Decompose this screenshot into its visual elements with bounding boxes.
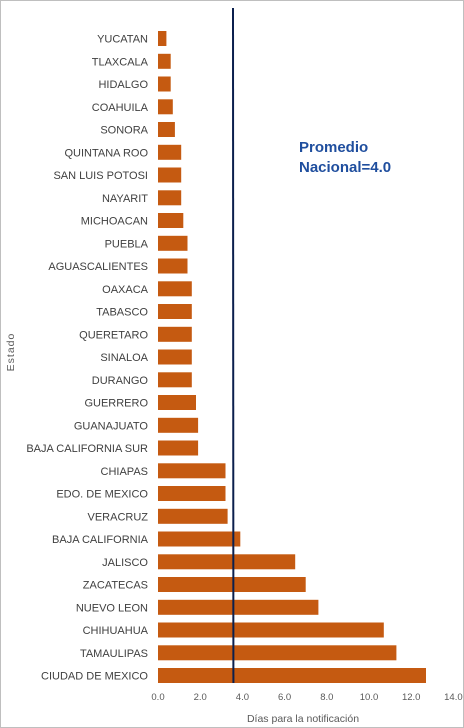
bar bbox=[158, 372, 192, 388]
bar bbox=[158, 395, 196, 410]
bar bbox=[158, 349, 192, 365]
bar bbox=[158, 53, 171, 69]
category-label: BAJA CALIFORNIA bbox=[52, 534, 149, 546]
bar bbox=[158, 645, 397, 661]
bar bbox=[158, 463, 226, 479]
bar bbox=[158, 144, 182, 160]
category-label: SINALOA bbox=[100, 352, 148, 364]
category-label: EDO. DE MEXICO bbox=[56, 489, 148, 501]
category-label: QUINTANA ROO bbox=[64, 147, 148, 159]
bar bbox=[158, 622, 384, 638]
category-labels-group: YUCATAN TLAXCALA HIDALGO COAHUILA SONORA QUIN… bbox=[26, 34, 148, 683]
bar bbox=[158, 326, 192, 342]
category-label: BAJA CALIFORNIA SUR bbox=[26, 443, 148, 455]
x-tick-label: 6.0 bbox=[278, 692, 291, 703]
bar bbox=[158, 554, 296, 570]
x-tick-label: 12.0 bbox=[402, 692, 421, 703]
category-label: DURANGO bbox=[92, 375, 149, 387]
bar bbox=[158, 508, 228, 524]
category-label: YUCATAN bbox=[97, 34, 148, 46]
category-label: NAYARIT bbox=[102, 193, 148, 205]
bar bbox=[158, 486, 226, 501]
bar bbox=[158, 31, 167, 46]
category-label: ZACATECAS bbox=[83, 580, 148, 592]
category-label: PUEBLA bbox=[105, 238, 149, 250]
bar bbox=[158, 440, 199, 456]
y-axis-title: Estado bbox=[5, 333, 17, 372]
bar bbox=[158, 304, 192, 319]
bar bbox=[158, 99, 173, 115]
category-label: TAMAULIPAS bbox=[80, 648, 148, 660]
bar bbox=[158, 531, 241, 547]
category-label: CHIAPAS bbox=[101, 466, 148, 478]
category-label: HIDALGO bbox=[98, 79, 148, 91]
bars-group bbox=[158, 31, 426, 683]
x-tick-label: 10.0 bbox=[360, 692, 379, 703]
bar bbox=[158, 599, 319, 615]
x-tick-label: 14.0 bbox=[444, 692, 463, 703]
bar bbox=[158, 213, 184, 228]
category-label: MICHOACAN bbox=[81, 216, 148, 228]
bar bbox=[158, 417, 199, 433]
bar bbox=[158, 668, 426, 683]
category-label: JALISCO bbox=[102, 557, 148, 569]
x-tick-label: 0.0 bbox=[151, 692, 164, 703]
bar bbox=[158, 167, 182, 183]
x-tick-label: 8.0 bbox=[320, 692, 333, 703]
category-label: COAHUILA bbox=[92, 102, 149, 114]
bar bbox=[158, 258, 188, 274]
x-tick-label: 4.0 bbox=[236, 692, 249, 703]
category-label: TABASCO bbox=[96, 307, 148, 319]
category-label: TLAXCALA bbox=[92, 56, 149, 68]
x-tick-labels-group: 0.0 2.0 4.0 6.0 8.0 10.0 12.0 14.0 bbox=[151, 692, 462, 703]
bar bbox=[158, 190, 182, 206]
category-label: CHIHUAHUA bbox=[83, 625, 149, 637]
bar bbox=[158, 281, 192, 297]
x-axis-title: Días para la notificación bbox=[247, 713, 359, 725]
category-label: GUANAJUATO bbox=[74, 420, 149, 432]
category-label: VERACRUZ bbox=[87, 511, 148, 523]
bar bbox=[158, 122, 175, 137]
bar bbox=[158, 235, 188, 251]
category-label: SAN LUIS POTOSI bbox=[53, 170, 148, 182]
category-label: OAXACA bbox=[102, 284, 149, 296]
category-label: SONORA bbox=[100, 125, 148, 137]
x-tick-label: 2.0 bbox=[194, 692, 207, 703]
category-label: QUERETARO bbox=[79, 329, 148, 341]
bar bbox=[158, 577, 306, 592]
category-label: NUEVO LEON bbox=[76, 602, 148, 614]
category-label: GUERRERO bbox=[84, 398, 148, 410]
category-label: AGUASCALIENTES bbox=[48, 261, 148, 273]
average-label-line1: Promedio bbox=[299, 139, 368, 156]
bar bbox=[158, 76, 171, 92]
category-label: CIUDAD DE MEXICO bbox=[41, 671, 148, 683]
average-label-line2: Nacional=4.0 bbox=[299, 159, 391, 176]
